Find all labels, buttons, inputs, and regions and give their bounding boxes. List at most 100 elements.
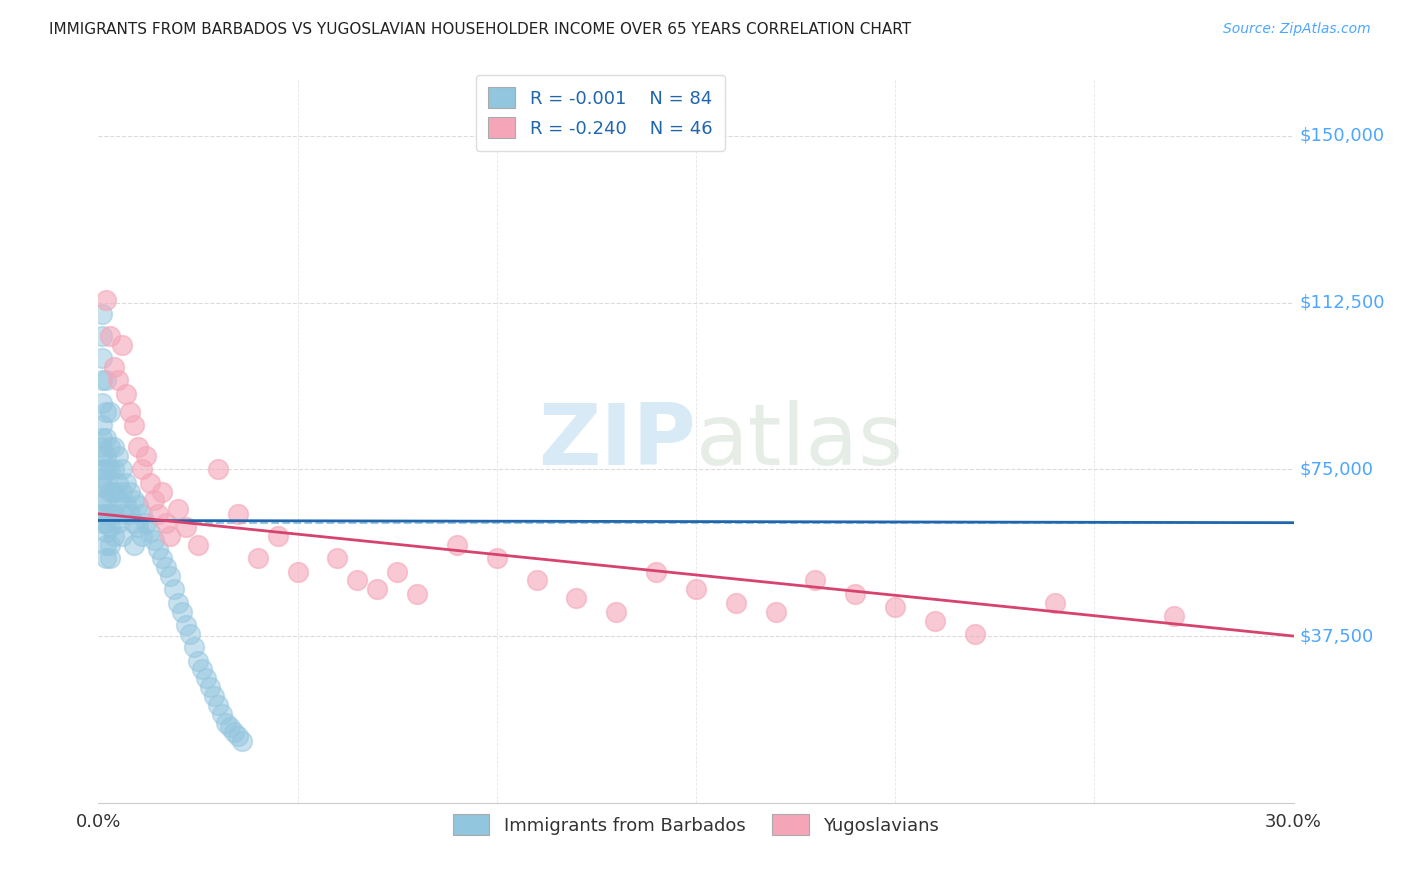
- Point: [91, 307, 114, 321]
- Point: [844, 587, 866, 601]
- Point: [222, 724, 245, 739]
- Point: [139, 475, 162, 490]
- Point: [804, 574, 827, 588]
- Point: [96, 462, 118, 476]
- Point: [111, 338, 134, 352]
- Point: [96, 475, 118, 490]
- Text: $150,000: $150,000: [1299, 127, 1385, 145]
- Point: [124, 417, 146, 432]
- Point: [1163, 609, 1185, 624]
- Point: [98, 440, 122, 454]
- Point: [91, 493, 114, 508]
- Point: [96, 404, 118, 418]
- Point: [267, 529, 290, 543]
- Point: [207, 462, 229, 476]
- Point: [150, 551, 173, 566]
- Point: [103, 507, 125, 521]
- Point: [115, 475, 138, 490]
- Point: [127, 440, 149, 454]
- Point: [326, 551, 349, 566]
- Point: [131, 462, 153, 476]
- Point: [120, 507, 142, 521]
- Point: [124, 493, 146, 508]
- Text: $112,500: $112,500: [1299, 293, 1385, 311]
- Point: [111, 507, 134, 521]
- Point: [148, 542, 170, 557]
- Point: [98, 538, 122, 552]
- Point: [124, 516, 146, 530]
- Point: [150, 484, 173, 499]
- Point: [91, 431, 114, 445]
- Point: [96, 551, 118, 566]
- Point: [226, 507, 249, 521]
- Point: [526, 574, 548, 588]
- Point: [98, 329, 122, 343]
- Point: [103, 360, 125, 375]
- Point: [96, 507, 118, 521]
- Point: [120, 404, 142, 418]
- Point: [91, 449, 114, 463]
- Point: [183, 640, 205, 655]
- Point: [167, 502, 190, 516]
- Point: [198, 680, 221, 694]
- Point: [155, 560, 177, 574]
- Point: [179, 627, 201, 641]
- Point: [103, 440, 125, 454]
- Point: [124, 538, 146, 552]
- Point: [143, 533, 166, 548]
- Point: [135, 516, 157, 530]
- Point: [231, 733, 253, 747]
- Point: [96, 524, 118, 539]
- Point: [107, 493, 129, 508]
- Point: [131, 529, 153, 543]
- Point: [131, 507, 153, 521]
- Point: [107, 449, 129, 463]
- Point: [765, 605, 787, 619]
- Point: [963, 627, 986, 641]
- Point: [139, 524, 162, 539]
- Point: [159, 529, 181, 543]
- Point: [91, 373, 114, 387]
- Point: [127, 520, 149, 534]
- Point: [91, 417, 114, 432]
- Point: [107, 373, 129, 387]
- Point: [226, 729, 249, 743]
- Point: [187, 538, 209, 552]
- Point: [135, 449, 157, 463]
- Point: [115, 498, 138, 512]
- Point: [111, 529, 134, 543]
- Point: [96, 373, 118, 387]
- Point: [724, 596, 747, 610]
- Point: [685, 582, 707, 597]
- Point: [215, 715, 238, 730]
- Point: [645, 565, 668, 579]
- Point: [91, 351, 114, 366]
- Point: [211, 706, 233, 721]
- Text: IMMIGRANTS FROM BARBADOS VS YUGOSLAVIAN HOUSEHOLDER INCOME OVER 65 YEARS CORRELA: IMMIGRANTS FROM BARBADOS VS YUGOSLAVIAN …: [49, 22, 911, 37]
- Point: [96, 516, 118, 530]
- Point: [103, 529, 125, 543]
- Point: [605, 605, 627, 619]
- Text: Source: ZipAtlas.com: Source: ZipAtlas.com: [1223, 22, 1371, 37]
- Text: $37,500: $37,500: [1299, 627, 1374, 645]
- Point: [219, 720, 242, 734]
- Point: [120, 484, 142, 499]
- Point: [446, 538, 468, 552]
- Point: [195, 671, 218, 685]
- Point: [159, 569, 181, 583]
- Point: [103, 484, 125, 499]
- Point: [103, 462, 125, 476]
- Point: [107, 516, 129, 530]
- Point: [366, 582, 388, 597]
- Text: $75,000: $75,000: [1299, 460, 1374, 478]
- Point: [98, 462, 122, 476]
- Point: [485, 551, 508, 566]
- Point: [98, 484, 122, 499]
- Point: [91, 471, 114, 485]
- Point: [98, 404, 122, 418]
- Point: [98, 520, 122, 534]
- Point: [96, 538, 118, 552]
- Point: [111, 484, 134, 499]
- Point: [111, 462, 134, 476]
- Point: [406, 587, 429, 601]
